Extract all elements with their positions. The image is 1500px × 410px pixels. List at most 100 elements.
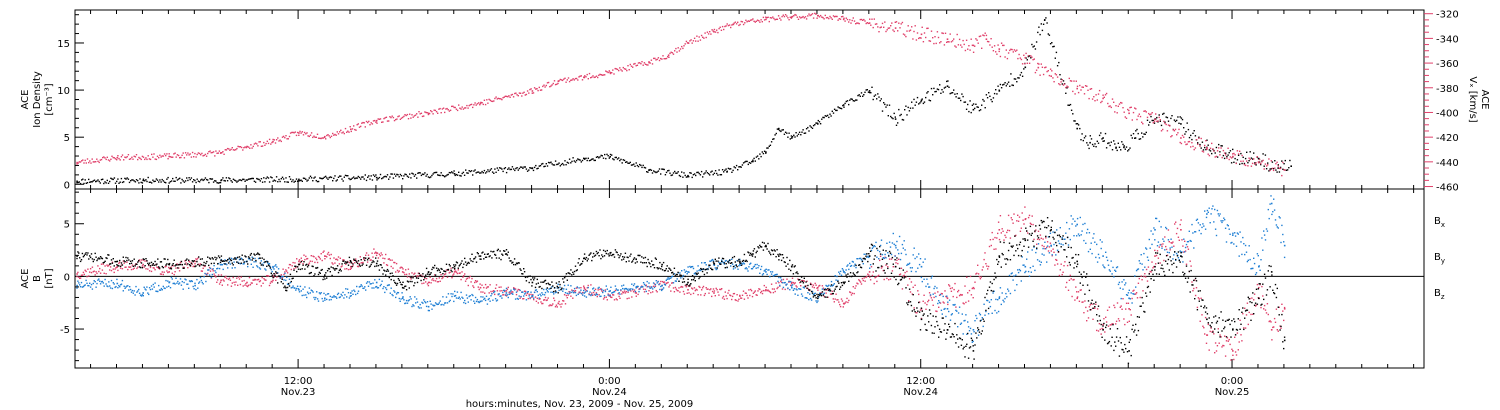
data-point <box>838 271 840 273</box>
data-point <box>742 23 745 26</box>
data-point <box>427 176 430 178</box>
data-point <box>875 276 877 278</box>
data-point <box>1044 248 1046 250</box>
data-point <box>265 279 267 281</box>
data-point <box>354 290 356 293</box>
data-point <box>700 269 702 272</box>
data-point <box>1182 245 1184 247</box>
data-point <box>767 147 769 149</box>
data-point <box>228 148 230 150</box>
data-point <box>379 173 382 176</box>
data-point <box>254 257 256 260</box>
data-point <box>256 283 258 285</box>
data-point <box>447 269 450 271</box>
data-point <box>222 151 224 153</box>
data-point <box>274 142 277 144</box>
data-point <box>538 86 540 89</box>
data-point <box>1045 248 1047 250</box>
data-point <box>630 164 633 166</box>
data-point <box>787 136 789 138</box>
data-point <box>400 117 403 119</box>
data-point <box>695 174 697 177</box>
data-point <box>982 98 984 101</box>
data-point <box>529 297 531 299</box>
data-point <box>925 308 927 310</box>
data-point <box>1219 334 1221 336</box>
data-point <box>859 257 861 260</box>
data-point <box>1033 58 1035 60</box>
data-point <box>489 169 491 171</box>
data-point <box>1088 97 1090 100</box>
data-point <box>687 285 689 287</box>
data-point <box>774 134 776 136</box>
data-point <box>775 18 777 20</box>
data-point <box>584 75 586 77</box>
data-point <box>1274 167 1276 169</box>
data-point <box>237 261 239 263</box>
data-point <box>917 267 919 269</box>
data-point <box>313 135 315 137</box>
data-point <box>479 102 482 105</box>
data-point <box>855 266 857 269</box>
data-point <box>587 78 589 80</box>
data-point <box>1262 159 1264 162</box>
data-point <box>304 286 306 288</box>
data-point <box>892 29 894 31</box>
data-point <box>824 288 826 290</box>
data-point <box>987 268 989 270</box>
data-point <box>1135 292 1138 294</box>
data-point <box>1253 299 1255 301</box>
data-point <box>660 173 662 175</box>
data-point <box>484 283 487 286</box>
data-point <box>1043 254 1045 256</box>
data-point <box>910 281 913 283</box>
data-point <box>1086 85 1088 87</box>
data-point <box>1068 104 1070 106</box>
data-point <box>344 268 346 270</box>
data-point <box>809 14 811 17</box>
data-point <box>723 171 725 173</box>
data-point <box>328 299 331 301</box>
data-point <box>369 178 371 180</box>
data-point <box>499 295 501 298</box>
data-point <box>319 137 321 139</box>
data-point <box>1137 132 1139 135</box>
data-point <box>1258 161 1260 164</box>
data-point <box>826 289 828 291</box>
data-point <box>362 261 364 264</box>
data-point <box>1006 296 1008 298</box>
data-point <box>739 166 741 168</box>
data-point <box>746 268 748 270</box>
data-point <box>1267 164 1269 166</box>
data-point <box>720 262 722 264</box>
data-point <box>1074 120 1076 122</box>
legend-By: By <box>1434 252 1445 265</box>
data-point <box>1016 49 1018 51</box>
data-point <box>463 174 466 176</box>
data-point <box>553 80 556 82</box>
data-point <box>1242 313 1244 315</box>
data-point <box>372 282 374 284</box>
data-point <box>808 298 810 301</box>
data-point <box>204 153 207 156</box>
data-point <box>1027 232 1029 234</box>
data-point <box>223 263 225 265</box>
data-point <box>707 33 710 35</box>
data-point <box>480 101 482 104</box>
data-point <box>1067 104 1069 106</box>
data-point <box>815 300 817 302</box>
data-point <box>1109 324 1111 326</box>
data-point <box>434 171 437 174</box>
data-point <box>722 262 725 264</box>
data-point <box>858 22 860 25</box>
data-point <box>716 29 718 31</box>
data-point <box>191 151 194 154</box>
data-point <box>525 93 528 96</box>
data-point <box>175 176 177 179</box>
data-point <box>267 275 270 277</box>
data-point <box>1012 222 1014 224</box>
data-point <box>193 265 195 267</box>
data-point <box>1268 170 1270 172</box>
data-point <box>1031 249 1033 251</box>
data-point <box>580 161 582 163</box>
